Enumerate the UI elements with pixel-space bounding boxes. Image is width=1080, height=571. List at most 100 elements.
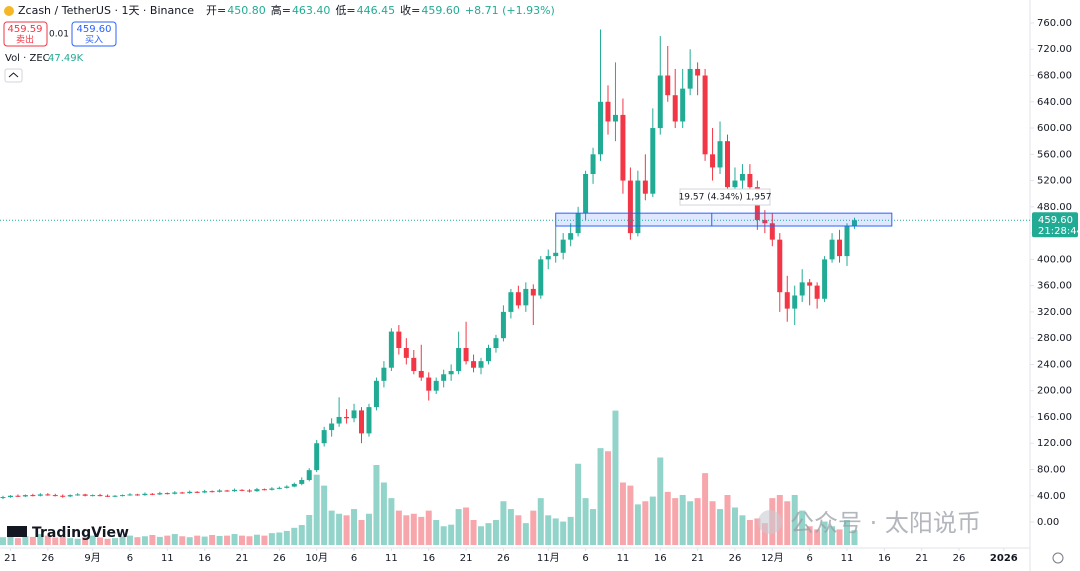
volume-bar [44,535,51,545]
volume-bar [373,465,380,545]
candle-body [560,239,566,253]
volume-bar [283,530,290,545]
y-tick-label: 760.00 [1037,18,1072,29]
volume-bar [156,536,163,545]
volume-bar [575,463,582,545]
y-tick-label: 240.00 [1037,359,1072,370]
ohlc-key: 收= [400,3,420,17]
volume-bar [141,536,148,545]
volume-bar [560,521,567,545]
candle-body [418,370,424,378]
candle-body [142,493,148,496]
volume-bar [97,537,104,545]
candle-body [598,101,604,155]
candle-body [254,489,260,492]
volume-bar [343,515,350,545]
volume-bar [604,451,611,545]
watermark-icon [758,510,782,534]
candle-body [299,479,305,484]
candle-body [149,493,155,495]
candle-body [672,95,678,122]
volume-bar [597,448,604,545]
measure-label-box [679,188,771,206]
volume-bar [171,534,178,545]
candle-body [269,488,275,490]
candle-body [97,495,103,497]
x-tick-label: 6 [582,553,588,564]
candle-body [45,494,51,496]
volume-bar [537,498,544,545]
volume-bar [821,521,828,545]
sell-button[interactable] [3,21,48,47]
x-tick-label: 26 [497,553,510,564]
candle-body [732,180,738,188]
volume-bar [844,520,851,545]
volume-bar [463,507,470,545]
x-tick-label: 6 [351,553,357,564]
candle-body [276,487,282,489]
candle-body [344,416,350,419]
candle-body [545,256,551,260]
x-tick-label: 21 [4,553,17,564]
candle-body [837,239,843,257]
candle-body [261,489,267,491]
candle-body [807,282,813,286]
countdown: 21:28:44 [1038,226,1080,237]
volume-bar [478,526,485,545]
volume-bar [14,538,21,545]
candle-body [366,407,372,434]
volume-bar [791,495,798,545]
candle-body [739,174,745,181]
ohlc-key: 低= [335,4,355,17]
candle-body [657,75,663,129]
candle-body [500,311,506,339]
volume-bar [814,529,821,545]
x-tick-label: 26 [273,553,286,564]
volume-bar [634,504,641,545]
candle-body [456,348,462,371]
volume-bar [702,473,709,545]
volume-bar [410,513,417,545]
candle-body [127,494,133,496]
x-tick-label: 16 [422,553,435,564]
candle-body [0,497,6,499]
candle-body [90,495,96,497]
candle-body [82,494,88,496]
volume-legend-label: Vol · ZEC [5,53,50,64]
x-tick-label: 26 [41,553,54,564]
volume-bar [149,535,156,545]
volume-bar [253,534,260,545]
y-tick-label: 280.00 [1037,333,1072,344]
ohlc-key: 高= [271,3,291,17]
volume-bar [829,526,836,545]
volume-bar [37,534,44,545]
candle-body [485,348,491,362]
candle-body [515,292,521,306]
volume-bar [0,537,6,545]
symbol-title[interactable]: Zcash / TetherUS · 1天 · Binance [18,4,194,17]
candle-body [710,154,716,168]
volume-bar [52,537,59,545]
x-tick-label: 21 [236,553,249,564]
x-tick-label: 11 [617,553,630,564]
volume-bar [418,516,425,545]
collapse-button[interactable] [4,68,23,83]
volume-bar [448,524,455,545]
volume-bar [365,513,372,545]
volume-bar [291,527,298,545]
candle-body [179,492,185,494]
buy-button[interactable] [71,21,117,47]
candle-body [30,495,36,497]
volume-bar [358,520,365,545]
candle-body [433,380,439,391]
candle-body [336,416,342,424]
volume-bar [582,498,589,545]
candle-body [411,357,417,371]
measure-zone [555,212,893,227]
volume-legend-value: 47.49K [48,53,84,64]
volume-bar [507,509,514,545]
volume-bar [687,501,694,545]
volume-bar [336,513,343,545]
settings-icon[interactable] [1052,552,1064,564]
volume-bar [186,537,193,545]
